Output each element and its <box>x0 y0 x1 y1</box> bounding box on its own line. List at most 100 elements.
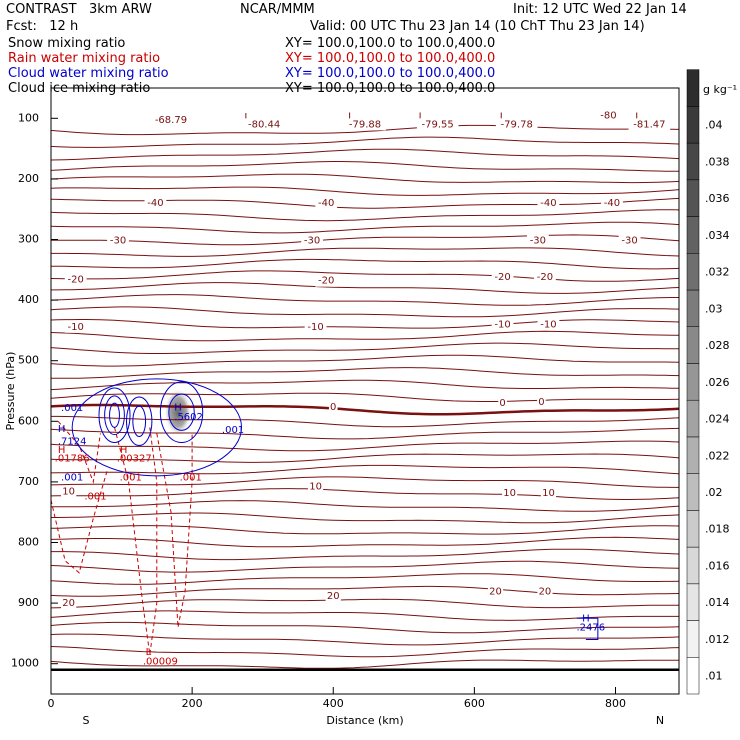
temperature-label: -40 <box>147 198 163 209</box>
isotherm-line <box>50 209 680 222</box>
temperature-label: -30 <box>304 236 320 247</box>
y-tick-label: 900 <box>18 596 39 609</box>
isotherm-line <box>51 548 680 561</box>
colorbar-tick-label: .01 <box>705 670 723 683</box>
isotherm-line <box>50 560 680 573</box>
y-tick-label: 300 <box>18 233 39 246</box>
label-bg <box>344 118 386 131</box>
isotherm-line <box>50 124 680 136</box>
rain-label: .01786 <box>55 453 90 464</box>
model-title: CONTRAST 3km ARW <box>6 2 152 17</box>
isotherm-line <box>51 415 680 428</box>
isotherm-line <box>50 659 680 669</box>
label-bg <box>537 585 553 598</box>
label-bg <box>308 480 324 493</box>
label-bg <box>498 397 507 410</box>
x-end-label-left: S <box>83 714 90 727</box>
colorbar-tick-label: .032 <box>705 266 730 279</box>
colorbar-cell <box>686 546 700 585</box>
colorbar-cell <box>686 106 700 144</box>
isotherm-line <box>50 598 679 609</box>
cloud-water-label: .001 <box>61 473 83 484</box>
label-bg <box>325 589 341 602</box>
isotherm-line <box>50 525 680 535</box>
isotherm-line <box>50 403 680 416</box>
cloud-water-contour <box>126 396 153 447</box>
temperature-label: -68.79 <box>155 115 187 126</box>
label-bg <box>304 320 327 333</box>
temperature-label: 10 <box>309 482 322 493</box>
forecast-hour: Fcst: 12 h <box>6 19 79 34</box>
field-xy-cloudwater: XY= 100.0,100.0 to 100.0,400.0 <box>285 66 496 81</box>
rain-contour <box>57 420 101 484</box>
shaded-max-blob <box>164 388 193 437</box>
cloud-water-label: .001 <box>222 425 244 436</box>
rain-contour <box>114 427 158 655</box>
isotherm-line <box>50 258 680 270</box>
cloud-water-contour <box>98 387 131 444</box>
temperature-label: -30 <box>530 236 546 247</box>
isotherm-line <box>50 536 680 548</box>
colorbar-cell <box>686 289 700 327</box>
cloud-water-label: .001 <box>61 403 83 414</box>
rain-label: H <box>120 445 128 456</box>
isotherm-line <box>50 573 680 585</box>
cloud-water-contour <box>159 381 204 444</box>
isotherm-line <box>50 585 680 597</box>
colorbar-cell <box>686 657 700 695</box>
y-axis-label: Pressure (hPa) <box>4 352 17 431</box>
label-bg <box>495 118 538 131</box>
y-tick-label: 600 <box>18 414 39 427</box>
cloud-water-label: H <box>582 613 590 624</box>
label-bg <box>534 271 556 284</box>
colorbar-cell <box>686 363 700 401</box>
center-label: NCAR/MMM <box>240 2 315 17</box>
temperature-label: 10 <box>62 487 75 498</box>
temperature-label: -20 <box>537 272 553 283</box>
temperature-label: -79.78 <box>501 119 533 130</box>
rain-label: .001 <box>120 473 142 484</box>
isotherm-line <box>50 440 680 452</box>
shaded-max-region <box>164 388 193 437</box>
temperature-label: -80 <box>600 110 616 121</box>
isotherm-line <box>50 342 679 354</box>
cloud-water-contour <box>168 393 195 431</box>
temperature-label: -40 <box>318 198 334 209</box>
cloud-water-contour <box>104 395 125 436</box>
isotherm-line <box>50 354 680 367</box>
temperature-label: -20 <box>318 276 334 287</box>
colorbar-cell <box>686 436 700 474</box>
cloud-water-label: H <box>58 424 66 435</box>
temperature-label: 10 <box>542 488 555 499</box>
cloud-water-label: .7124 <box>58 436 87 447</box>
rain-label: L <box>146 647 152 658</box>
contour-labels: -68.79 L-80.44L-79.88L-79.55L-79.78-80 L-8… <box>55 109 671 667</box>
rain-label: H <box>58 445 66 456</box>
cloud-water-contour <box>71 378 243 477</box>
temperature-label: -81.47 <box>633 119 665 130</box>
colorbar-tick-label: .016 <box>705 559 730 572</box>
valid-time: Valid: 00 UTC Thu 23 Jan 14 (10 ChT Thu … <box>310 19 645 34</box>
isotherm-line <box>50 319 680 329</box>
label-bg <box>618 234 641 247</box>
colorbar-cell <box>686 179 700 217</box>
temperature-label: L <box>635 111 641 122</box>
temperature-label: -30 <box>110 236 126 247</box>
temperature-label: 20 <box>327 591 340 602</box>
cloud-water-contours <box>71 378 599 640</box>
temperature-label: L <box>419 111 425 122</box>
temperature-label: -80.44 <box>248 119 280 130</box>
temperature-label: L <box>500 111 506 122</box>
rain-label: .00327 <box>117 453 152 464</box>
colorbar-tick-label: .036 <box>705 192 730 205</box>
isotherm-line <box>50 330 680 342</box>
x-end-label-right: N <box>656 714 664 727</box>
colorbar-tick-label: .04 <box>705 119 723 132</box>
colorbar-tick-label: .014 <box>705 596 730 609</box>
colorbar-cell <box>686 399 700 438</box>
x-tick-label: 200 <box>182 697 203 710</box>
label-bg <box>633 110 643 123</box>
field-xy-snow: XY= 100.0,100.0 to 100.0,400.0 <box>285 36 496 51</box>
temperature-label: -20 <box>494 272 510 283</box>
